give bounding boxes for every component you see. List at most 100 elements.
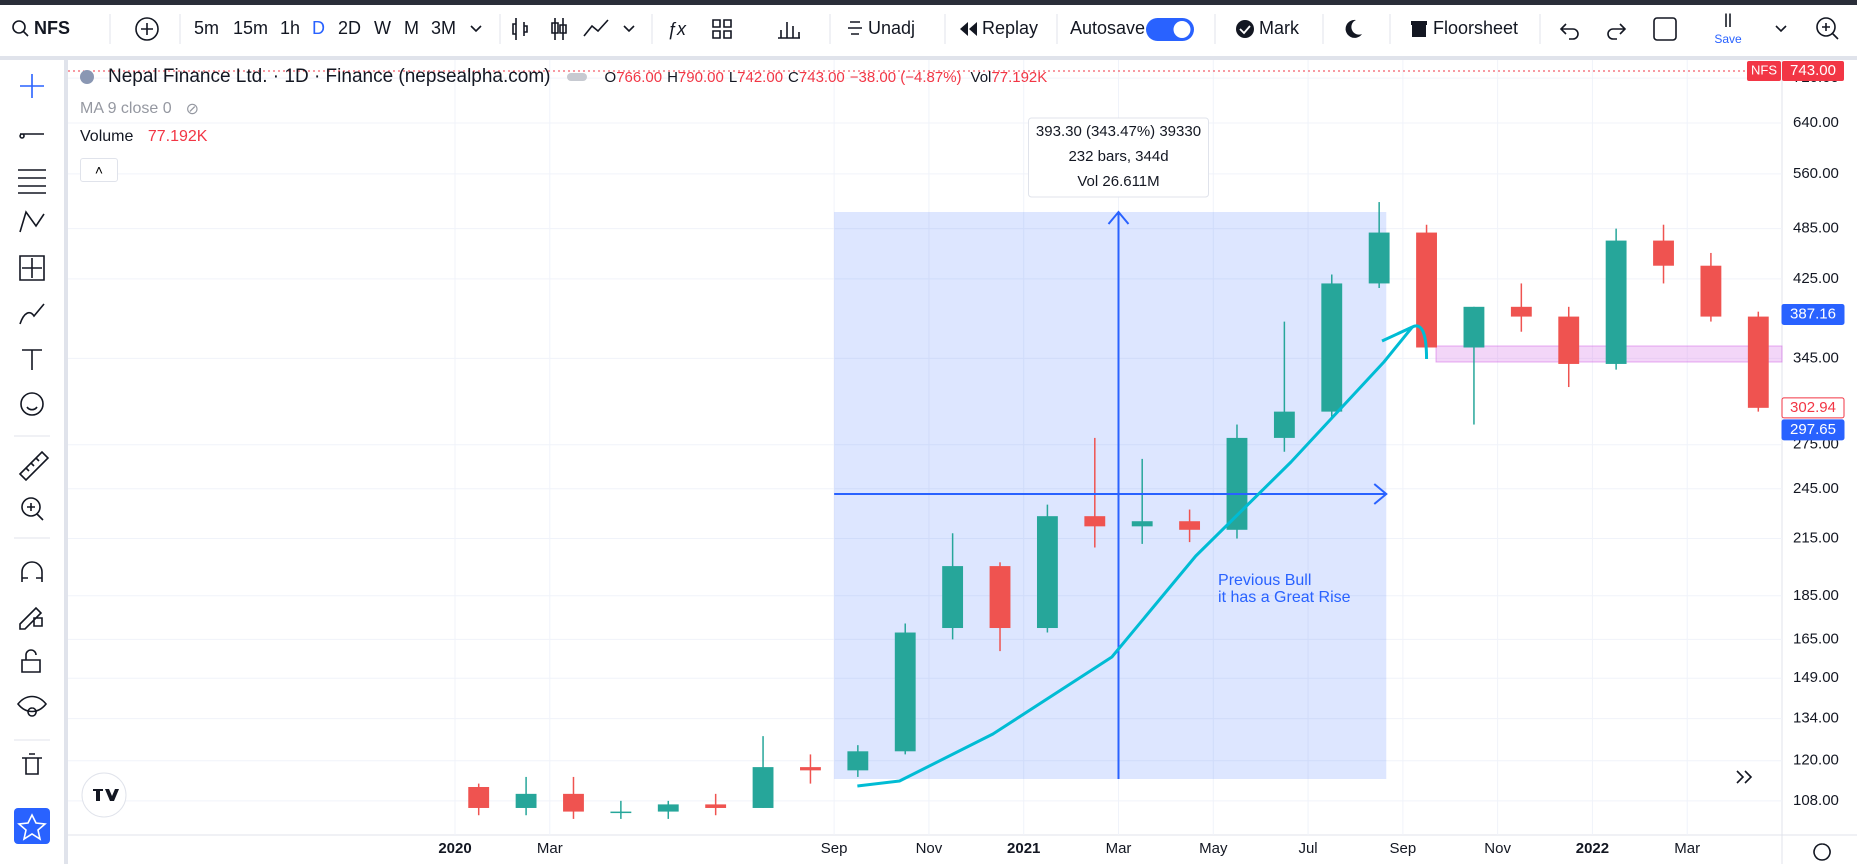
symbol-logo (80, 70, 94, 84)
volume-value: 77.192K (991, 68, 1048, 86)
interval[interactable]: 15m (233, 18, 268, 38)
icon-tool[interactable] (20, 392, 44, 416)
candle-body (894, 632, 916, 752)
volume-label: Vol (970, 68, 992, 86)
ruler-tool[interactable] (18, 450, 50, 482)
x-tick-label: 2021 (1007, 840, 1040, 857)
stats-icon[interactable] (778, 22, 800, 39)
zoom-tool[interactable] (21, 497, 44, 521)
templates-icon[interactable] (712, 19, 732, 39)
dropdown[interactable] (1775, 25, 1787, 33)
price-tag (1781, 303, 1845, 325)
pattern-tool[interactable] (19, 210, 45, 233)
trend-line-tool[interactable] (19, 133, 44, 139)
replay-button[interactable]: Replay (960, 18, 1038, 38)
legend-menu[interactable] (566, 73, 587, 81)
symbol-tag-text: NFS (1751, 62, 1777, 77)
interval-selected[interactable]: D (312, 18, 325, 38)
y-tick-label: 134.00 (1793, 710, 1839, 727)
magnet-tool[interactable] (21, 561, 43, 582)
measure-text: 232 bars, 344d (1068, 148, 1168, 165)
y-tick-label: 425.00 (1793, 270, 1839, 287)
fib-tool[interactable] (18, 169, 46, 194)
collapse-legend[interactable]: ˄ (80, 158, 118, 182)
ohlc-label: H (667, 68, 678, 86)
candle-body (1510, 306, 1532, 317)
candle-body (1558, 316, 1580, 364)
text-tool[interactable] (22, 349, 42, 370)
delete-tool[interactable] (22, 753, 42, 775)
price-tag-text: 302.94 (1790, 399, 1836, 416)
mark-button[interactable]: Mark (1236, 18, 1300, 38)
settings-icon[interactable] (1813, 843, 1831, 861)
symbol-search[interactable]: NFS (12, 18, 70, 38)
logo-badge (81, 772, 127, 818)
measure-tooltip (1028, 117, 1209, 198)
interval[interactable]: 1h (280, 18, 300, 38)
legend-title: Nepal Finance Ltd. · 1D · Finance (nepse… (108, 66, 551, 87)
symbol[interactable]: NFS (34, 18, 70, 38)
trend-curve (857, 326, 1414, 788)
indicators-icon[interactable]: ƒx (667, 19, 687, 39)
y-tick-label: 185.00 (1793, 587, 1839, 604)
y-tick-label: 120.00 (1793, 752, 1839, 769)
floorsheet-label: Floorsheet (1433, 18, 1518, 38)
brush-tool[interactable] (19, 303, 45, 325)
floorsheet-button[interactable]: Floorsheet (1411, 18, 1518, 38)
measure-text: 393.30 (343.47%) 39330 (1036, 123, 1201, 140)
hidden-icon[interactable]: ⊘ (185, 101, 200, 118)
y-tick-label: 215.00 (1793, 530, 1839, 547)
candle-body (989, 566, 1011, 629)
save-label[interactable]: Save (1714, 32, 1742, 46)
ma-label: MA 9 close 0 (80, 100, 172, 117)
candle-body (1368, 232, 1390, 284)
scroll-right-button[interactable] (1729, 762, 1759, 792)
fullscreen[interactable] (1653, 17, 1677, 41)
y-tick-label: 485.00 (1793, 220, 1839, 237)
legend: Nepal Finance Ltd. · 1D · Finance (nepse… (80, 66, 1047, 88)
ma-indicator: MA 9 close 0 ⊘ (80, 99, 199, 119)
annotations: 393.30 (343.47%) 39330 232 bars, 344d Vol … (834, 117, 1429, 788)
undo[interactable] (1559, 23, 1579, 40)
interval[interactable]: 5m (194, 18, 219, 38)
lock-tool[interactable] (21, 649, 41, 673)
candle-body (1605, 240, 1627, 364)
projection-tool[interactable] (19, 255, 45, 281)
layout-name[interactable]: ll (1724, 11, 1732, 31)
y-tick-label: 245.00 (1793, 480, 1839, 497)
candle-body (800, 767, 821, 771)
price-tag (1781, 419, 1845, 441)
annotations (834, 212, 1783, 779)
zoom-button[interactable] (1816, 17, 1839, 40)
y-tick-label: 165.00 (1793, 630, 1839, 647)
favorites-button[interactable] (14, 808, 50, 844)
symbol-tag (1747, 61, 1781, 81)
ohlc-value: 743.00 (798, 68, 845, 86)
x-tick-label: Sep (821, 840, 848, 857)
crosshair-tool[interactable] (20, 74, 44, 98)
redo[interactable] (1607, 23, 1627, 40)
ohlc-label: C (788, 68, 799, 86)
compare-button[interactable] (135, 17, 159, 41)
chart-style[interactable] (512, 18, 635, 40)
visibility-tool[interactable] (16, 695, 48, 717)
x-tick-label: 2020 (438, 840, 471, 857)
lock-draw-tool[interactable] (19, 606, 43, 630)
candle-body (515, 793, 537, 808)
interval[interactable]: 3M (431, 18, 456, 38)
y-tick-label: 108.00 (1793, 792, 1839, 809)
last-price-tag (1782, 61, 1844, 81)
interval[interactable]: 2D (338, 18, 361, 38)
adjust-button[interactable]: Unadj (848, 18, 915, 38)
candle-body (752, 767, 774, 808)
interval[interactable]: W (374, 18, 391, 38)
dropdown[interactable] (470, 25, 482, 33)
candle-body (1084, 516, 1106, 527)
autosave-toggle[interactable] (1146, 18, 1194, 41)
candle-body (1747, 316, 1769, 408)
candle-body (942, 566, 964, 629)
interval[interactable]: M (404, 18, 419, 38)
arrow-head (1373, 483, 1388, 505)
theme-icon[interactable] (1345, 19, 1362, 38)
candle-body (1036, 516, 1058, 629)
